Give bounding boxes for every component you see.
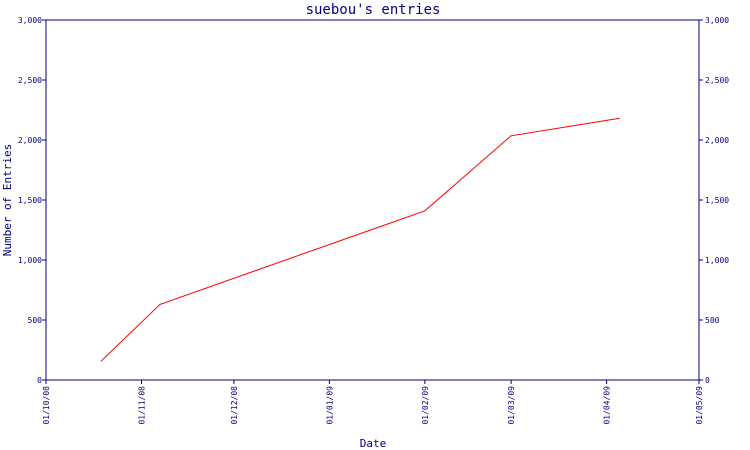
y-tick-label: 500 bbox=[28, 316, 43, 325]
y-tick-label: 0 bbox=[37, 376, 42, 385]
y-axis-left-ticks: 0 500 1,000 1,500 2,000 2,500 3,000 bbox=[18, 16, 46, 385]
data-point bbox=[618, 117, 620, 119]
data-point bbox=[100, 360, 103, 362]
x-tick-label: 01/01/09 bbox=[325, 386, 334, 425]
y-tick-label: 2,500 bbox=[18, 76, 42, 85]
series-line bbox=[101, 117, 619, 362]
y-tick-label-right: 3,000 bbox=[705, 16, 729, 25]
x-tick-label: 01/03/09 bbox=[507, 386, 516, 425]
x-tick-label: 01/10/08 bbox=[42, 386, 51, 425]
y-tick-label-right: 2,000 bbox=[705, 136, 729, 145]
y-tick-label-right: 1,500 bbox=[705, 196, 729, 205]
plot-frame bbox=[45, 19, 700, 381]
data-point bbox=[424, 210, 426, 212]
y-axis-right-ticks: 0 500 1,000 1,500 2,000 2,500 3,000 bbox=[699, 16, 729, 385]
y-tick-label: 1,000 bbox=[18, 256, 42, 265]
y-tick-label-right: 2,500 bbox=[705, 76, 729, 85]
x-tick-label: 01/02/09 bbox=[421, 386, 430, 425]
y-tick-label: 3,000 bbox=[18, 16, 42, 25]
data-point bbox=[159, 303, 161, 305]
chart-title: suebou's entries bbox=[306, 2, 441, 18]
y-tick-label: 2,000 bbox=[18, 136, 42, 145]
data-point bbox=[510, 135, 512, 137]
series-layer bbox=[100, 117, 620, 362]
x-tick-label: 01/04/09 bbox=[603, 386, 612, 425]
y-tick-label-right: 500 bbox=[705, 316, 720, 325]
x-tick-label: 01/12/08 bbox=[230, 386, 239, 425]
x-axis-ticks: 01/10/08 01/11/08 01/12/08 01/01/09 01/02/09… bbox=[42, 380, 704, 425]
y-tick-label-right: 0 bbox=[705, 376, 710, 385]
y-axis-label: Number of Entries bbox=[1, 144, 14, 257]
x-axis-label: Date bbox=[360, 437, 387, 450]
x-tick-label: 01/05/09 bbox=[695, 386, 704, 425]
y-tick-label: 1,500 bbox=[18, 196, 42, 205]
x-tick-label: 01/11/08 bbox=[137, 386, 146, 425]
y-tick-label-right: 1,000 bbox=[705, 256, 729, 265]
